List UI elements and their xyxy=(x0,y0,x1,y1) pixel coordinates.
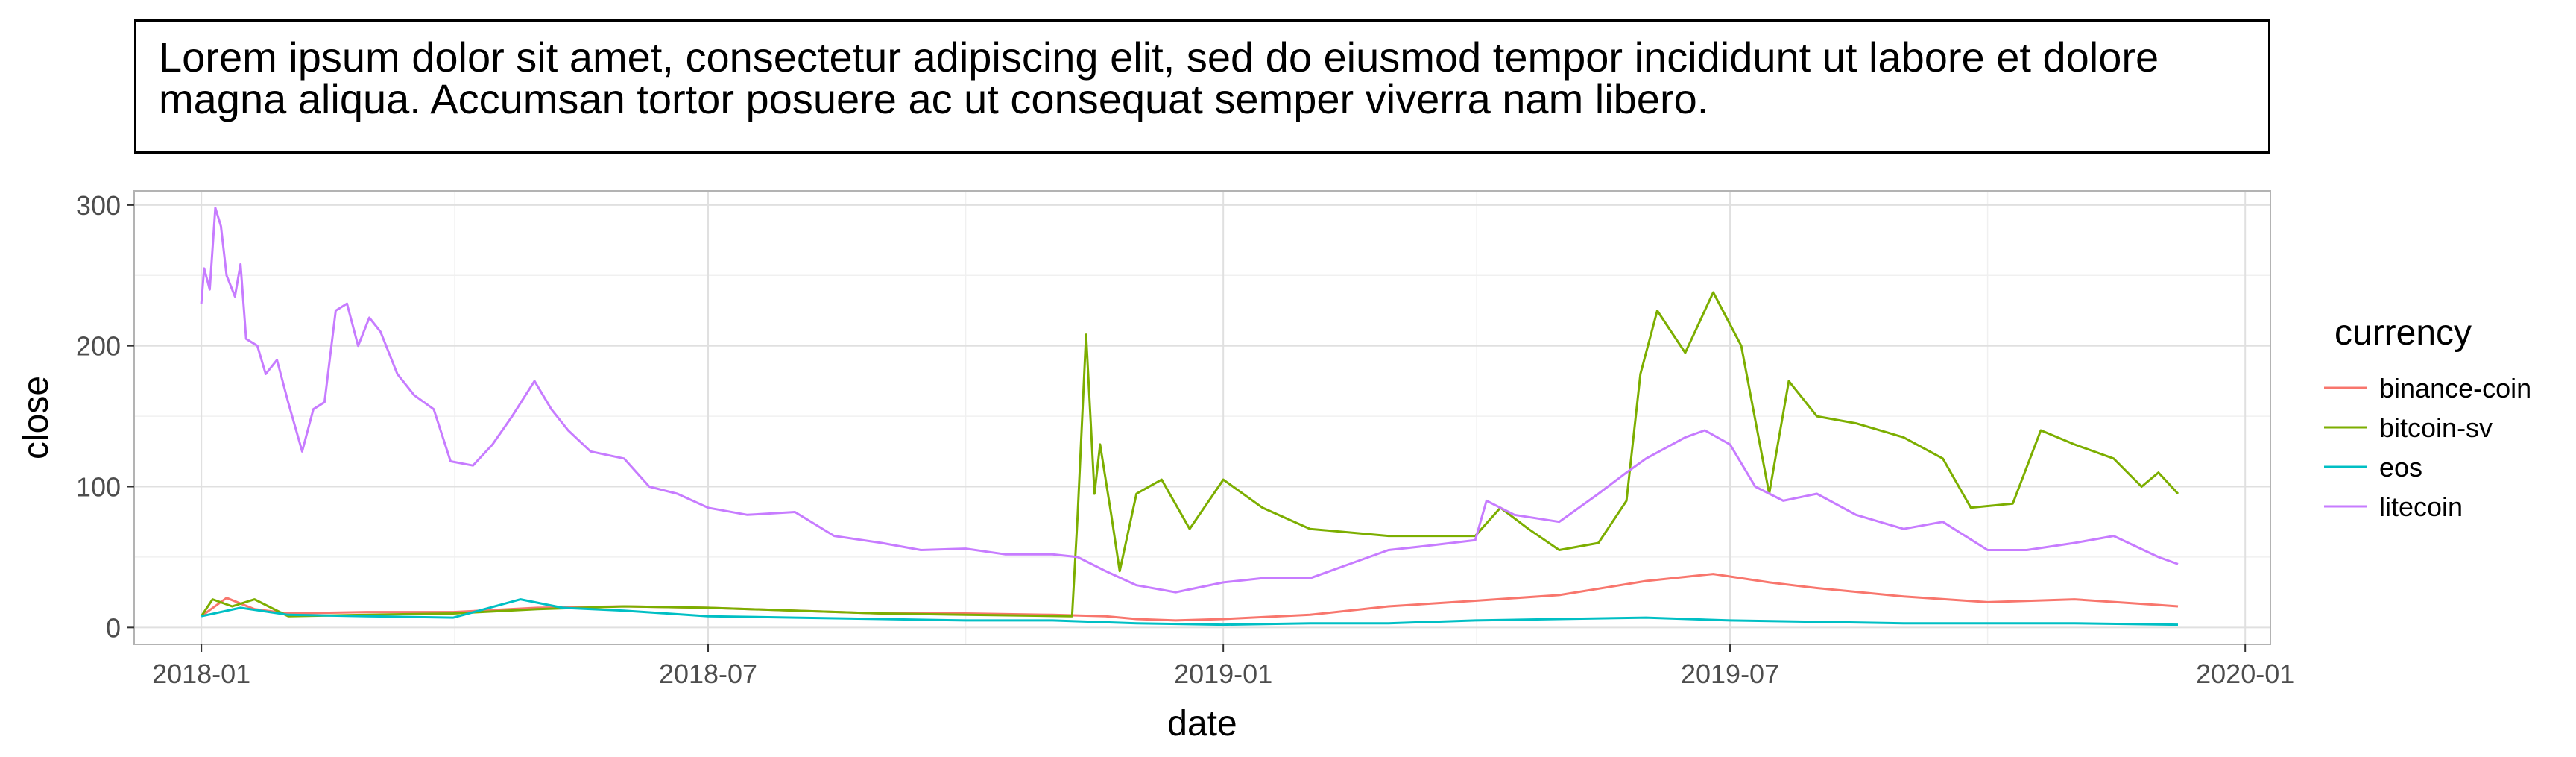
y-tick-label: 100 xyxy=(76,472,121,503)
legend-label-eos: eos xyxy=(2379,452,2422,483)
series-lines xyxy=(200,207,2179,626)
x-axis: 2018-01 2018-07 2019-01 2019-07 2020-01 xyxy=(152,644,2294,689)
legend-label-bitcoin-sv: bitcoin-sv xyxy=(2379,412,2493,443)
legend-label-litecoin: litecoin xyxy=(2379,491,2463,522)
y-tick-label: 0 xyxy=(106,612,121,643)
grid-major xyxy=(134,191,2270,644)
legend: currency binance-coin bitcoin-sv eos liteco… xyxy=(2324,313,2531,522)
x-tick-label: 2018-01 xyxy=(152,659,250,689)
x-tick-label: 2020-01 xyxy=(2196,659,2294,689)
x-tick-label: 2018-07 xyxy=(659,659,757,689)
legend-label-binance-coin: binance-coin xyxy=(2379,373,2531,403)
y-axis-title: close xyxy=(16,376,56,459)
legend-title: currency xyxy=(2334,313,2472,353)
series-line-litecoin xyxy=(200,207,2179,594)
chart-title-box: Lorem ipsum dolor sit amet, consectetur … xyxy=(134,19,2270,154)
y-tick-label: 300 xyxy=(76,190,121,221)
x-tick-label: 2019-07 xyxy=(1681,659,1779,689)
series-line-binance-coin xyxy=(201,573,2179,622)
chart-title: Lorem ipsum dolor sit amet, consectetur … xyxy=(159,34,2159,122)
y-tick-label: 200 xyxy=(76,331,121,362)
x-axis-title: date xyxy=(1167,704,1237,744)
series-line-bitcoin-sv xyxy=(200,291,2179,618)
y-axis: 0 100 200 300 xyxy=(76,190,134,643)
grid-minor xyxy=(134,191,2270,644)
panel-border xyxy=(133,190,2271,645)
series-line-eos xyxy=(201,598,2179,626)
x-tick-label: 2019-01 xyxy=(1174,659,1272,689)
